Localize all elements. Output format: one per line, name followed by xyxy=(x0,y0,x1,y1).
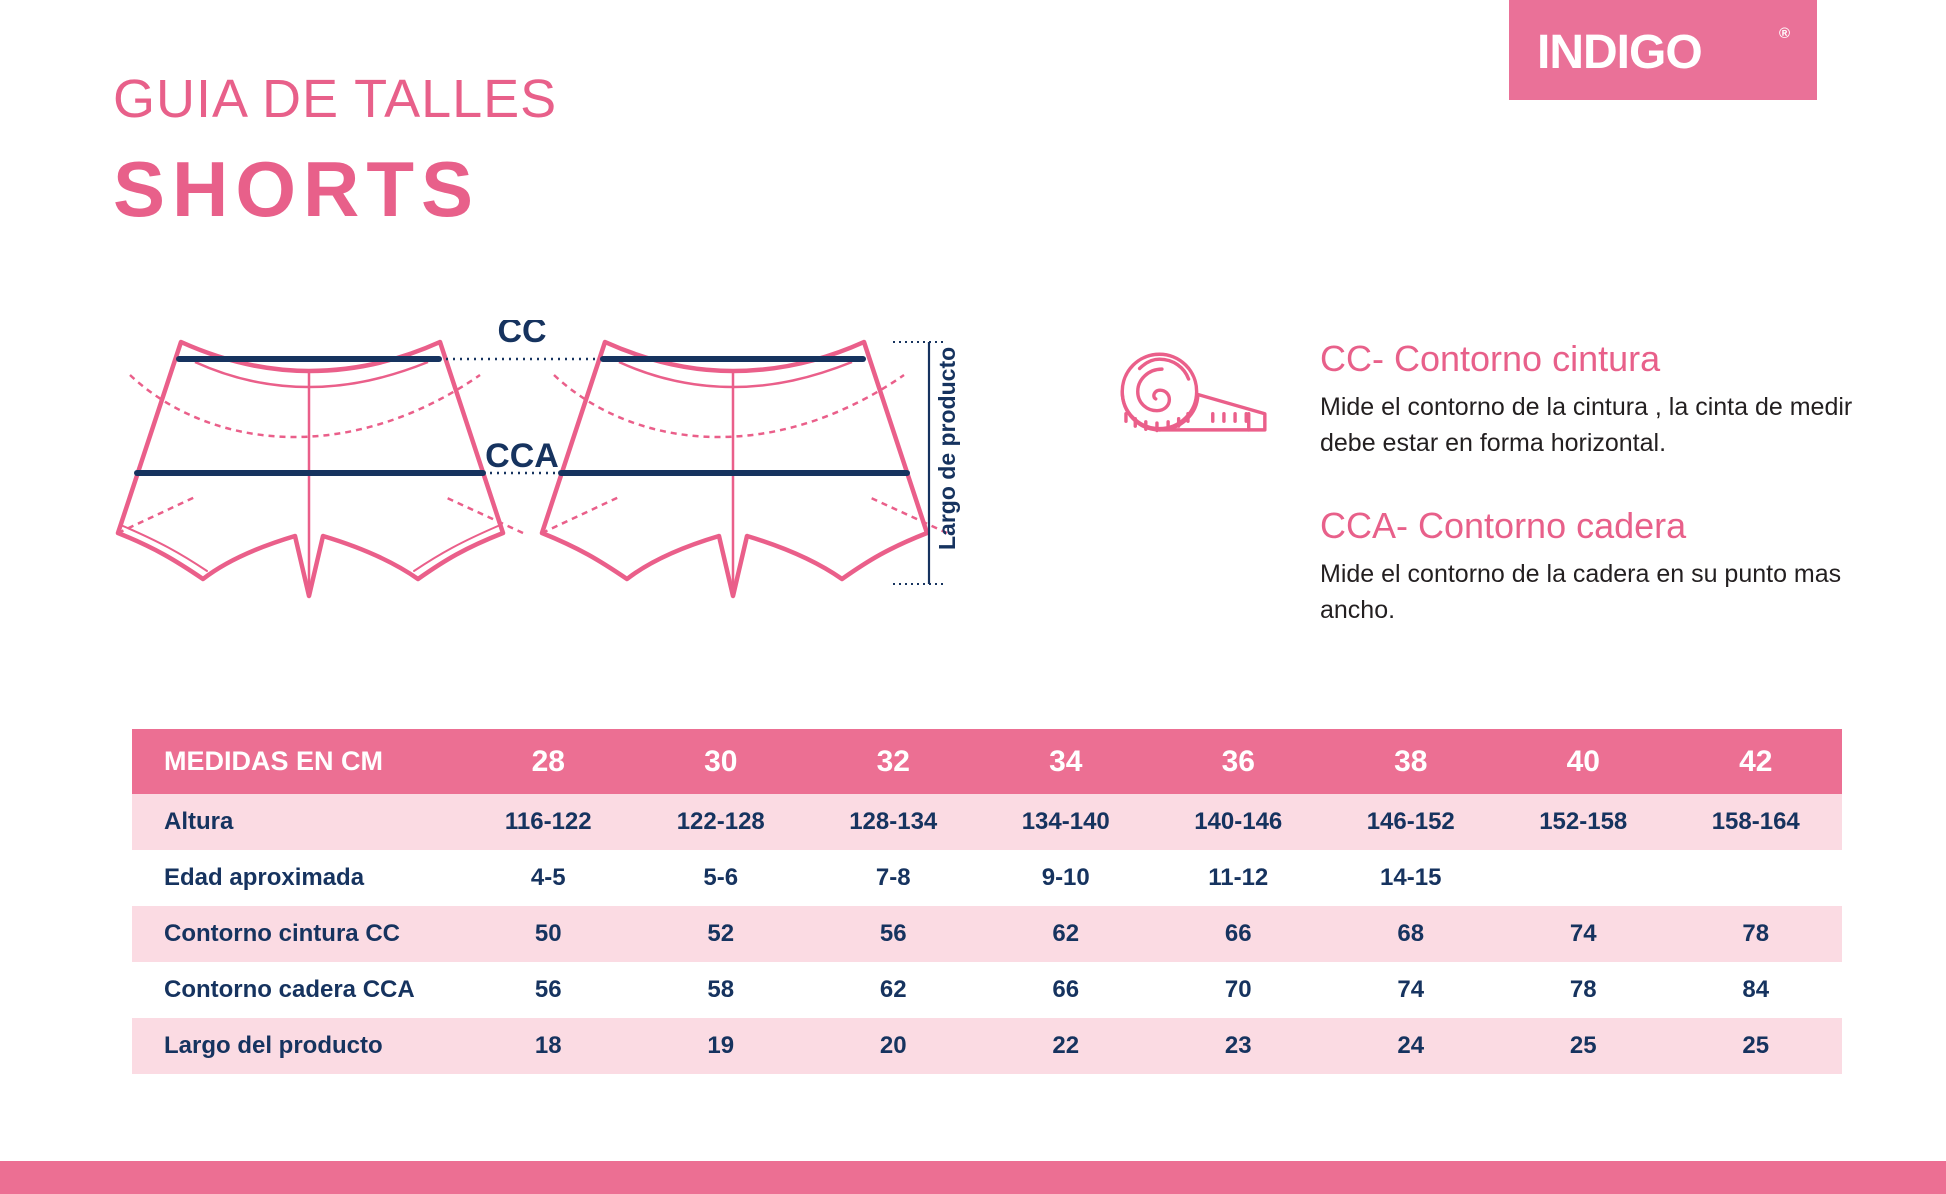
svg-text:INDIGO: INDIGO xyxy=(1537,26,1702,79)
svg-text:Largo de producto: Largo de producto xyxy=(934,347,960,550)
svg-text:CCA: CCA xyxy=(485,437,559,475)
svg-text:CC: CC xyxy=(497,320,546,350)
svg-text:®: ® xyxy=(1779,25,1790,42)
